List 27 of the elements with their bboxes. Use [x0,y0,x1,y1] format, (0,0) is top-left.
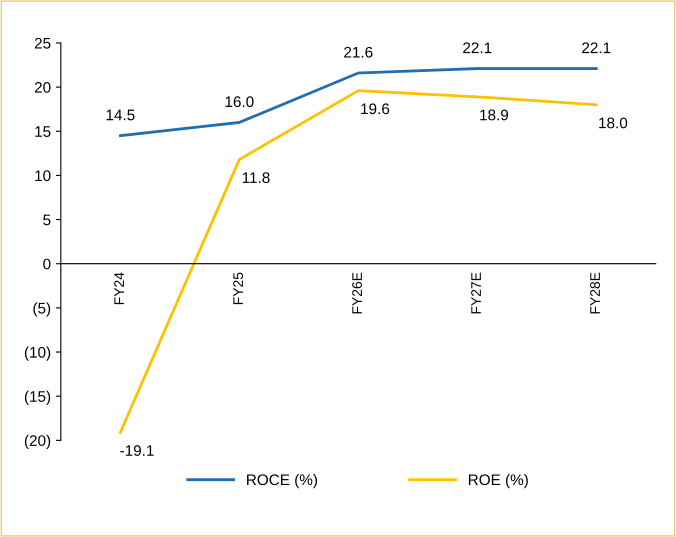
data-label: 16.0 [226,96,254,108]
data-label: 22.1 [582,42,610,54]
x-tick-label: FY25 [233,272,244,304]
y-tick-label: 10 [35,170,51,182]
x-tick-label: FY28E [590,272,600,314]
data-label: 18.0 [599,118,628,128]
y-tick-label: 15 [35,126,50,137]
data-label: 11.8 [242,172,270,184]
y-tick-label: (15) [24,390,50,405]
y-tick-label: (10) [24,346,50,361]
x-tick-label: FY24 [114,272,124,304]
y-tick-label: (5) [33,302,50,317]
y-tick-label: 0 [43,258,51,270]
y-tick-label: (20) [24,434,50,450]
data-label: -19.1 [120,445,154,456]
y-tick-label: 20 [34,82,51,93]
y-tick-label: 5 [43,214,50,226]
data-label: 19.6 [361,103,390,114]
x-tick-label: FY26E [352,272,362,314]
data-label: 14.5 [106,110,135,120]
data-label: 18.9 [480,110,508,120]
y-tick-label: 25 [34,38,50,49]
legend-label: ROCE (%) [247,474,318,488]
data-label: 22.1 [463,42,492,54]
data-label: 21.6 [344,46,372,58]
x-tick-label: FY27E [471,272,481,314]
legend-label: ROE (%) [468,474,528,488]
